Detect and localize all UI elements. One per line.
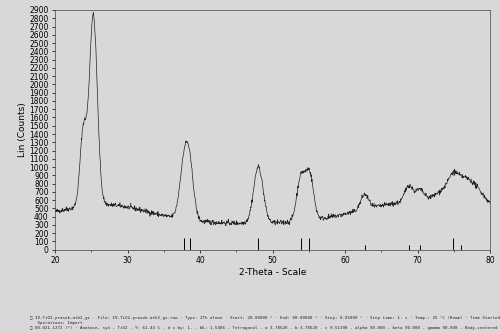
X-axis label: 2-Theta - Scale: 2-Theta - Scale	[239, 268, 306, 277]
Y-axis label: Lin (Counts): Lin (Counts)	[18, 103, 26, 157]
Text: □ IV-TiO2-prasok-ath2_gi · File: IV-TiO2-prasok-ath2_gi.raw · Type: 2Th alone · : □ IV-TiO2-prasok-ath2_gi · File: IV-TiO2…	[30, 316, 500, 320]
Text: □ 00-021-1272 (*) · Anatase, syn - TiO2 - Y: 61.43 % - d x by: 1. - WL: 1.5406 -: □ 00-021-1272 (*) · Anatase, syn - TiO2 …	[30, 326, 500, 330]
Text: Operations: Import: Operations: Import	[30, 321, 82, 325]
